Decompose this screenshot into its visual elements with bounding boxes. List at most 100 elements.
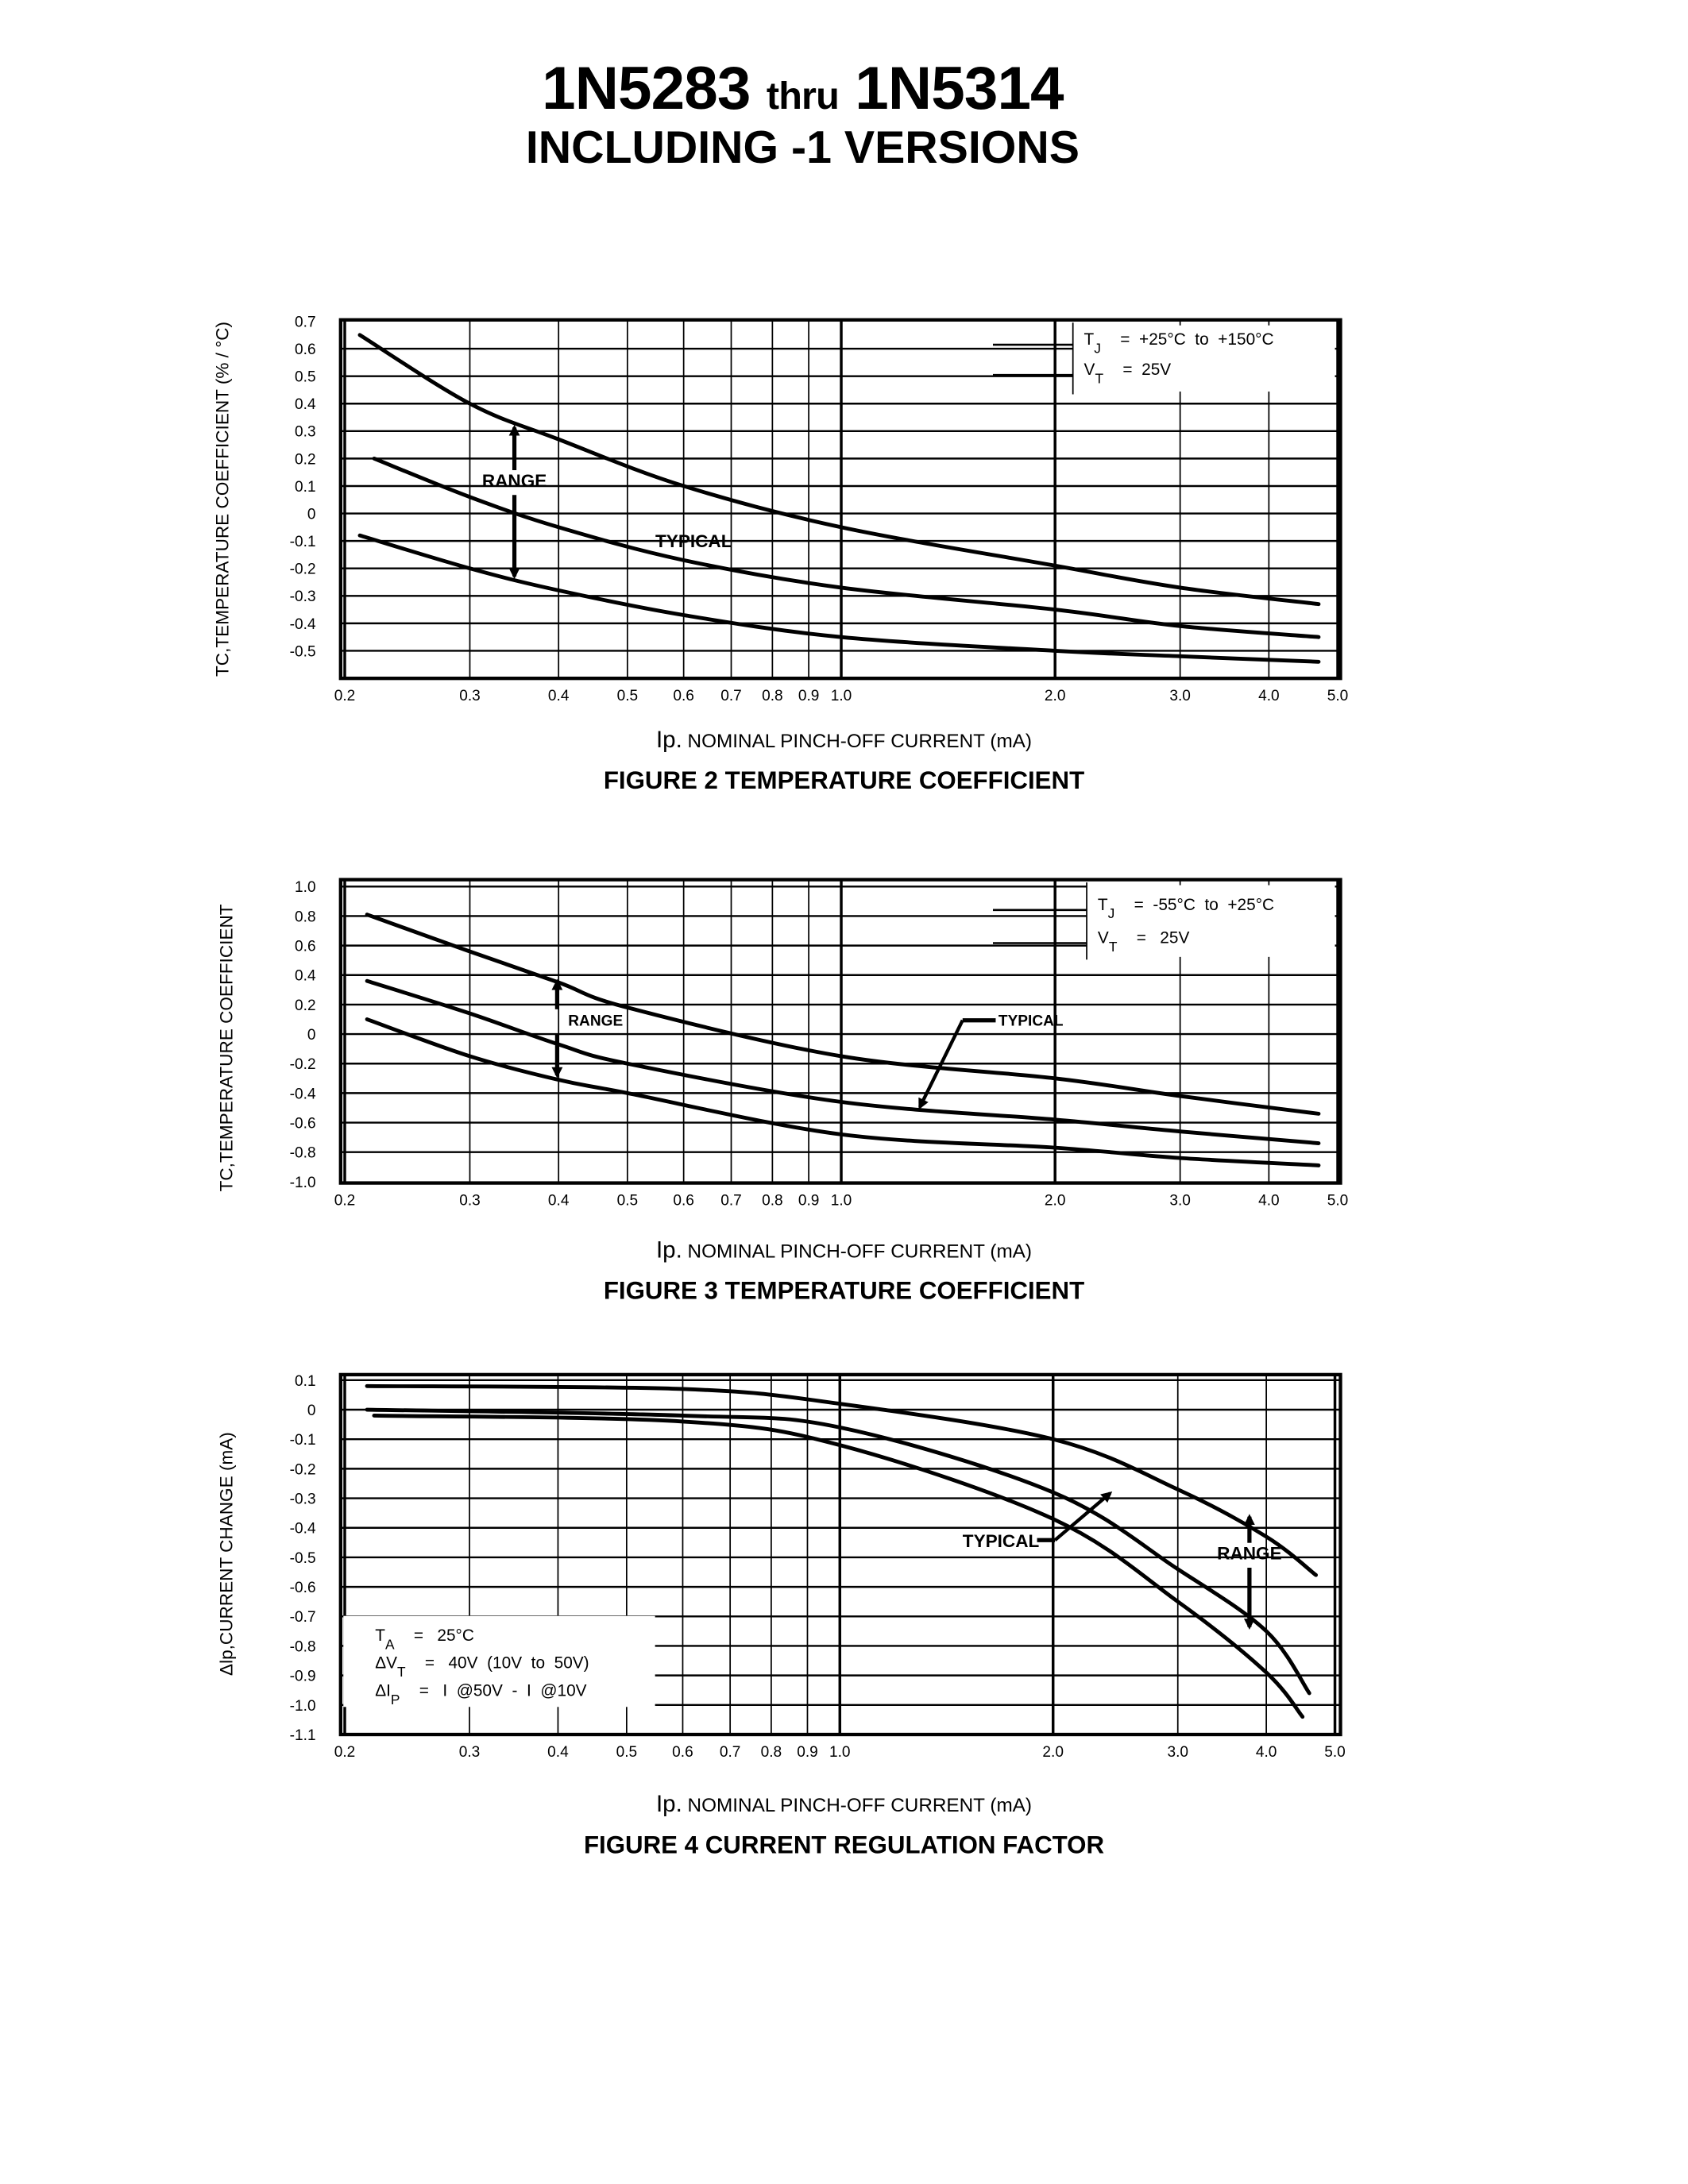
fig2-x-tick-label: 0.5 — [617, 688, 639, 704]
fig4-series-lower-line — [372, 1414, 1305, 1719]
fig3-y-tick-label: -0.8 — [290, 1145, 316, 1162]
fig4-x-tick-label: 0.8 — [761, 1744, 782, 1761]
fig2-x-tick-label: 3.0 — [1169, 688, 1191, 704]
legend-value: = 40V (10V to 50V) — [425, 1654, 589, 1673]
fig4-range-label: RANGE — [1217, 1544, 1281, 1564]
fig2-x-tick-label: 0.3 — [459, 688, 481, 704]
fig4-y-tick-label: -0.7 — [290, 1609, 316, 1626]
fig4-x-tick-label: 0.7 — [720, 1744, 741, 1761]
legend-subscript: J — [1094, 340, 1101, 356]
fig3-typical-label: TYPICAL — [999, 1013, 1064, 1030]
fig4-typical-arrow — [1053, 1491, 1113, 1542]
fig4-y-tick-label: -1.0 — [290, 1698, 316, 1715]
fig3-xlabel-text: NOMINAL PINCH-OFF CURRENT (mA) — [687, 1239, 1033, 1262]
fig4-y-tick-label: -0.5 — [290, 1550, 316, 1567]
legend-symbol: T — [1084, 330, 1095, 349]
part-to: 1N5314 — [855, 55, 1064, 123]
legend-symbol: ΔI — [375, 1681, 391, 1700]
fig2-xlabel-text: NOMINAL PINCH-OFF CURRENT (mA) — [687, 729, 1033, 752]
fig3-y-tick-label: -0.6 — [290, 1115, 316, 1132]
fig2-y-tick-label: 0.2 — [295, 451, 316, 468]
fig4-xlabel-prefix: Ip. — [655, 1791, 682, 1818]
fig4-legend-entry: ΔIP = I @50V - I @10V — [375, 1681, 586, 1707]
page-title: 1N5283 thru 1N5314 — [0, 55, 1605, 124]
fig3-typical-arrow — [918, 1019, 964, 1110]
fig2-plot-frame — [338, 318, 1342, 681]
fig2-y-tick-label: 0.5 — [295, 369, 316, 386]
fig3-x-tick-label: 5.0 — [1327, 1192, 1349, 1209]
fig2-y-tick-label: -0.2 — [290, 561, 316, 578]
legend-value: = 25°C — [414, 1626, 474, 1645]
fig4-x-tick-label: 0.6 — [672, 1744, 693, 1761]
fig2-x-tick-label: 5.0 — [1327, 688, 1349, 704]
fig3-y-tick-label: -0.4 — [290, 1086, 316, 1102]
fig2-x-tick-label: 2.0 — [1045, 688, 1066, 704]
fig4-ylabel: Δlp,CURRENT CHANGE (mA) — [215, 1432, 237, 1676]
fig3-x-tick-label: 0.6 — [673, 1192, 694, 1209]
fig4-y-tick-label: -0.9 — [290, 1669, 316, 1685]
legend-symbol: V — [1084, 361, 1095, 379]
legend-subscript: J — [1108, 905, 1115, 921]
fig2-series-upper-line — [357, 333, 1321, 607]
fig2-range-label: RANGE — [482, 471, 547, 491]
fig4-x-tick-label: 5.0 — [1324, 1744, 1346, 1761]
fig4-x-tick-label: 4.0 — [1256, 1744, 1277, 1761]
fig2-legend-entry: VT = 25V — [1084, 361, 1172, 386]
legend-value: = I @50V - I @10V — [419, 1681, 587, 1700]
fig2-x-tick-label: 4.0 — [1258, 688, 1280, 704]
fig4-y-tick-label: -0.2 — [290, 1461, 316, 1478]
fig3-y-tick-label: 0.8 — [295, 909, 316, 925]
fig2-y-tick-label: 0.1 — [295, 479, 316, 496]
fig4-legend-entry: ΔVT = 40V (10V to 50V) — [375, 1654, 589, 1680]
fig4-y-tick-label: -0.4 — [290, 1521, 316, 1538]
fig3-x-tick-label: 2.0 — [1045, 1192, 1066, 1209]
fig3-x-tick-label: 0.7 — [720, 1192, 742, 1209]
fig4-plot-frame — [338, 1372, 1342, 1737]
fig2-legend-bg — [1072, 325, 1335, 392]
fig4-y-tick-label: 0 — [307, 1403, 316, 1419]
fig4-x-tick-label: 0.3 — [459, 1744, 481, 1761]
fig4-x-tick-label: 0.4 — [547, 1744, 569, 1761]
fig2-legend-entry: TJ = +25°C to +150°C — [1084, 330, 1274, 356]
fig4-y-tick-label: -1.1 — [290, 1727, 316, 1744]
fig3-y-tick-label: -0.2 — [290, 1056, 316, 1073]
fig2-y-tick-label: 0.4 — [295, 396, 316, 413]
fig2-series-typical-line — [372, 456, 1321, 639]
fig3-series-upper-line — [365, 913, 1321, 1116]
fig3-x-tick-label: 1.0 — [831, 1192, 852, 1209]
fig2-y-tick-label: 0.7 — [295, 314, 316, 330]
fig2-y-tick-label: -0.4 — [290, 616, 316, 633]
fig4-x-tick-label: 3.0 — [1167, 1744, 1188, 1761]
fig2-typical-label: TYPICAL — [655, 531, 732, 551]
fig4-y-tick-label: -0.8 — [290, 1638, 316, 1655]
fig4-legend-entry: TA = 25°C — [375, 1626, 474, 1652]
fig3-legend-entry: TJ = -55°C to +25°C — [1098, 896, 1274, 921]
legend-subscript: P — [391, 1692, 400, 1707]
fig2-chart: 0.2 0.3 0.4 0.5 0.6 0.7 0.8 0.9 1.0 2.0 3.0 4.0 5.0 0… — [290, 314, 1349, 704]
fig4-typical-label: TYPICAL — [963, 1531, 1040, 1551]
fig2-y-tick-label: 0 — [307, 506, 316, 523]
fig3-range-label: RANGE — [568, 1013, 623, 1030]
fig2-caption: FIGURE 2 TEMPERATURE COEFFICIENT — [603, 766, 1085, 794]
fig4-y-tick-label: -0.3 — [290, 1491, 316, 1508]
legend-symbol: V — [1098, 928, 1109, 947]
fig3-y-tick-label: -1.0 — [290, 1175, 316, 1191]
fig3-y-tick-label: 1.0 — [295, 879, 316, 896]
fig3-x-tick-label: 0.3 — [459, 1192, 481, 1209]
fig4-series-typical-line — [365, 1407, 1311, 1696]
fig3-y-tick-label: 0 — [307, 1027, 316, 1044]
fig3-plot-frame — [338, 878, 1342, 1185]
fig2-x-tick-label: 0.8 — [762, 688, 783, 704]
fig2-ylabel: TC,TEMPERATURE COEFFICIENT (% / °C) — [211, 321, 233, 677]
fig2-x-tick-label: 0.6 — [673, 688, 694, 704]
fig3-x-tick-label: 0.9 — [798, 1192, 820, 1209]
fig3-legend-entry: VT = 25V — [1098, 928, 1190, 954]
fig4-y-tick-label: 0.1 — [295, 1373, 316, 1390]
fig4-xlabel: Ip. NOMINAL PINCH-OFF CURRENT (mA) — [0, 1791, 1688, 1819]
fig2-x-tick-label: 0.7 — [720, 688, 742, 704]
fig2-x-tick-label: 0.4 — [548, 688, 570, 704]
fig2-xlabel-prefix: Ip. — [655, 726, 682, 753]
fig4-legend-bg — [343, 1615, 655, 1707]
part-from: 1N5283 — [542, 55, 751, 123]
